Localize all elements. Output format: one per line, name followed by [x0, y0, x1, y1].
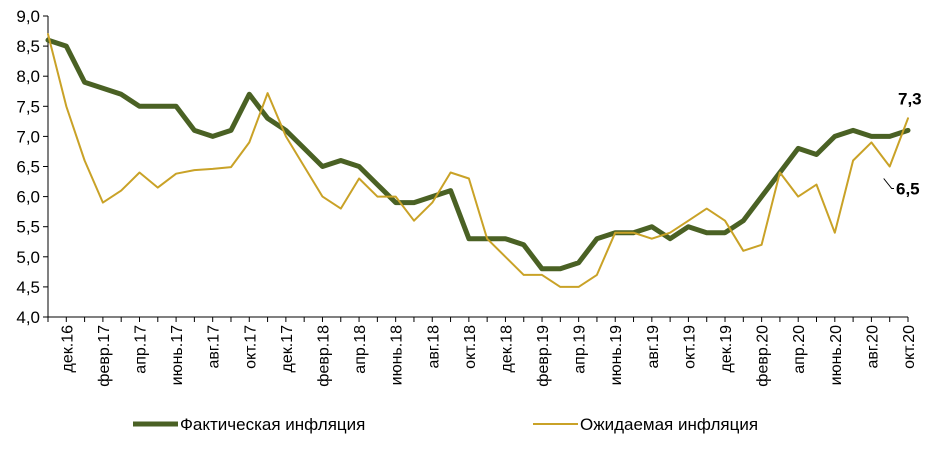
x-tick-label: февр.18 — [315, 325, 332, 387]
y-axis: 4,0 4,5 5,0 5,5 6,0 6,5 7,0 7,5 8,0 8,5 9,0 — [16, 7, 49, 327]
y-tick-label: 7,0 — [16, 127, 40, 146]
legend-label-actual: Фактическая инфляция — [180, 415, 365, 434]
annotation-layer: 7,3 6,5 — [883, 89, 922, 199]
x-tick-label: февр.19 — [535, 325, 552, 387]
y-tick-label: 7,5 — [16, 97, 40, 116]
x-tick-label: авг.18 — [425, 325, 442, 369]
x-tick-label: февр.17 — [96, 325, 113, 387]
y-tick-label: 4,5 — [16, 278, 40, 297]
x-tick-label: окт.18 — [462, 325, 479, 369]
y-tick-label: 6,5 — [16, 158, 40, 177]
x-tick-label: июнь.19 — [608, 325, 625, 385]
x-tick-label: окт.19 — [681, 325, 698, 369]
x-tick-label: апр.19 — [572, 325, 589, 374]
x-tick-label: дек.18 — [498, 325, 515, 373]
y-tick-label: 6,0 — [16, 188, 40, 207]
y-tick-label: 5,5 — [16, 218, 40, 237]
annotation-leader-line — [883, 178, 894, 189]
x-tick-label: февр.20 — [755, 325, 772, 387]
x-tick-label: окт.20 — [901, 325, 918, 369]
series-layer — [45, 33, 911, 288]
x-tick-label: апр.18 — [352, 325, 369, 374]
x-tick-label: дек.19 — [718, 325, 735, 373]
legend-label-expected: Ожидаемая инфляция — [580, 415, 758, 434]
y-tick-label: 9,0 — [16, 7, 40, 26]
annotation-value-high: 7,3 — [898, 89, 922, 108]
x-tick-label: авг.17 — [206, 325, 223, 369]
y-tick-label: 8,0 — [16, 67, 40, 86]
x-axis: дек.16 февр.17 апр.17 июнь.17 авг.17 окт.17 де… — [47, 316, 918, 387]
x-tick-label: дек.17 — [279, 325, 296, 373]
series-line-expected — [47, 33, 909, 288]
series-line-actual — [45, 37, 911, 272]
x-tick-label: июнь.18 — [389, 325, 406, 385]
legend: Фактическая инфляция Ожидаемая инфляция — [133, 415, 758, 434]
x-tick-label: апр.20 — [791, 325, 808, 374]
x-tick-label: апр.17 — [132, 325, 149, 374]
y-tick-label: 4,0 — [16, 308, 40, 327]
x-tick-label: авг.20 — [864, 325, 881, 369]
x-tick-label: июнь.17 — [169, 325, 186, 385]
x-tick-label: окт.17 — [242, 325, 259, 369]
x-tick-label: июнь.20 — [828, 325, 845, 385]
annotation-value-low: 6,5 — [896, 180, 920, 199]
x-tick-label: авг.19 — [645, 325, 662, 369]
x-tick-label: дек.16 — [59, 325, 76, 373]
y-tick-label: 5,0 — [16, 248, 40, 267]
y-tick-label: 8,5 — [16, 37, 40, 56]
